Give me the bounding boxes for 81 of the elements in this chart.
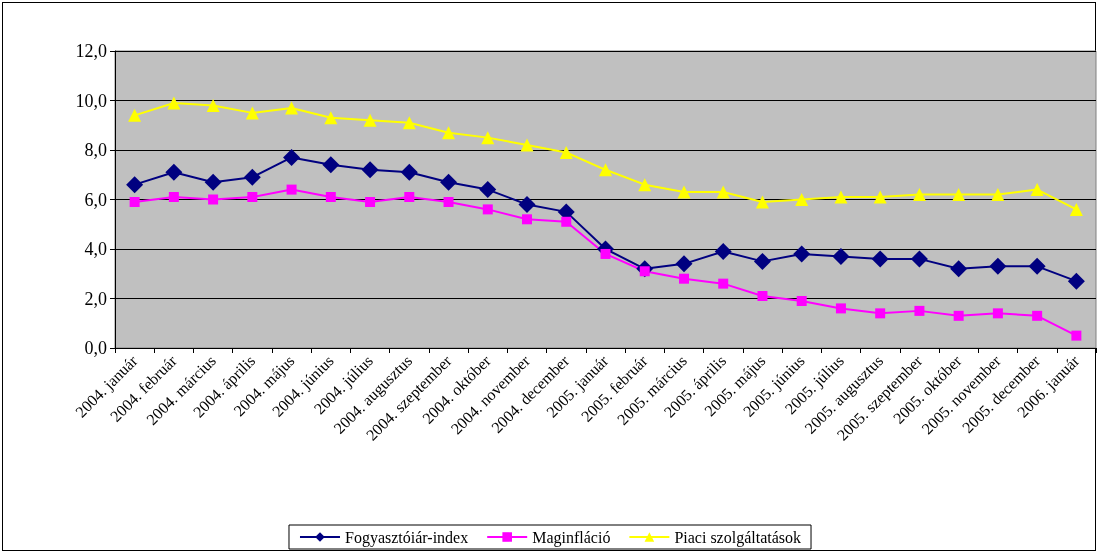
point: [914, 305, 925, 316]
point: [714, 242, 732, 260]
point: [322, 156, 340, 174]
point: [1030, 183, 1044, 197]
point: [1071, 330, 1082, 341]
point: [522, 214, 533, 225]
point: [755, 195, 769, 209]
point: [324, 111, 338, 125]
point: [129, 196, 140, 207]
point: [757, 291, 768, 302]
point: [1028, 257, 1046, 275]
point: [599, 163, 612, 177]
point: [1067, 272, 1085, 290]
point: [561, 216, 572, 227]
point: [678, 273, 689, 284]
legend-label: Maginfláció: [532, 528, 611, 547]
point: [718, 278, 729, 289]
point: [482, 204, 493, 215]
point: [871, 250, 889, 268]
point: [247, 192, 258, 203]
point: [208, 194, 219, 205]
legend-label: Piaci szolgáltatások: [674, 528, 802, 547]
point: [165, 163, 183, 181]
point: [206, 98, 220, 112]
point: [243, 168, 261, 186]
point: [365, 196, 376, 207]
point: [325, 192, 336, 203]
point: [245, 106, 259, 120]
point: [363, 113, 377, 127]
y-tick-label: 8,0: [84, 140, 107, 160]
point: [126, 176, 144, 194]
point: [753, 252, 771, 270]
y-tick-label: 12,0: [75, 41, 107, 61]
point: [283, 148, 301, 166]
point: [285, 101, 299, 115]
point: [167, 96, 181, 110]
point: [796, 295, 807, 306]
point: [875, 308, 886, 319]
point: [834, 190, 848, 204]
point: [443, 196, 454, 207]
point: [638, 178, 652, 192]
point: [952, 188, 966, 202]
legend-label: Fogyasztóiár-index: [344, 528, 469, 547]
point: [402, 116, 416, 130]
point: [559, 145, 573, 159]
point: [286, 184, 297, 195]
point: [1069, 202, 1083, 216]
point: [675, 255, 693, 273]
point: [442, 126, 456, 140]
point: [518, 195, 536, 213]
point: [479, 181, 497, 199]
point: [992, 308, 1003, 319]
point: [873, 190, 887, 204]
point: [716, 185, 730, 199]
point: [795, 193, 809, 206]
point: [400, 163, 418, 181]
y-tick-label: 0,0: [84, 338, 107, 358]
point: [910, 250, 928, 268]
y-tick-label: 6,0: [84, 189, 107, 210]
point: [404, 192, 415, 203]
point: [361, 161, 379, 179]
point: [128, 108, 142, 122]
point: [989, 257, 1007, 275]
point: [950, 260, 968, 278]
point: [835, 303, 846, 314]
point: [440, 173, 458, 191]
point: [481, 131, 495, 145]
point: [832, 247, 850, 265]
y-tick-label: 2,0: [84, 288, 107, 309]
point: [168, 192, 179, 203]
point: [1032, 310, 1043, 321]
point: [793, 245, 811, 263]
point: [677, 185, 691, 199]
point: [912, 188, 926, 202]
point: [991, 188, 1005, 202]
point: [204, 173, 222, 191]
point: [953, 310, 964, 321]
y-tick-label: 4,0: [84, 239, 107, 259]
y-tick-label: 10,0: [75, 90, 107, 111]
point: [600, 248, 611, 259]
point: [520, 138, 534, 152]
